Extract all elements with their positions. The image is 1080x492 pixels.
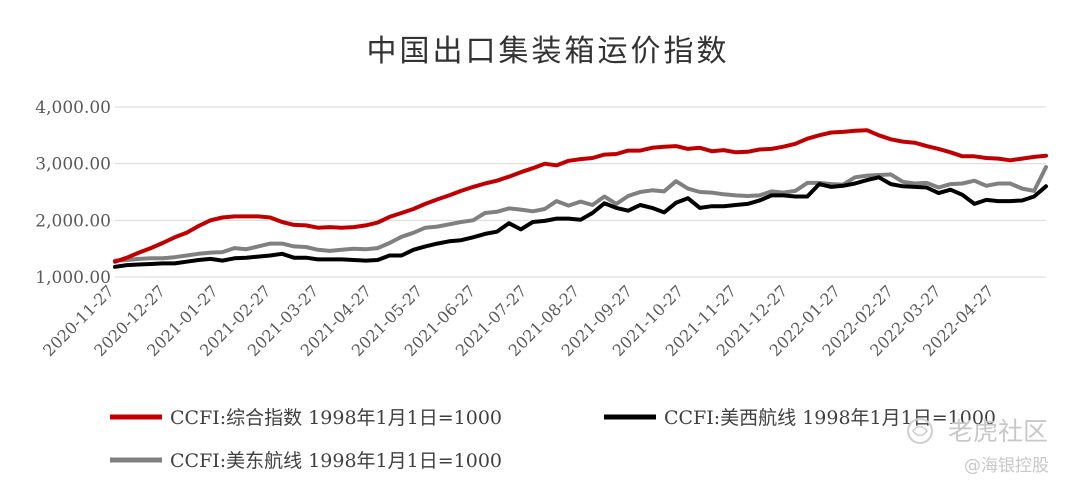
legend-label-0: CCFI:综合指数 1998年1月1日=1000	[170, 407, 502, 429]
watermark: 老虎社区 @海银控股	[907, 417, 1049, 476]
x-axis-tick-labels: 2020-11-272020-12-272021-01-272021-02-27…	[39, 281, 998, 360]
y-tick-label: 2,000.00	[35, 211, 111, 231]
legend-label-2: CCFI:美东航线 1998年1月1日=1000	[170, 450, 502, 472]
tiger-logo-icon	[907, 418, 933, 444]
series-line-1	[113, 175, 1048, 269]
y-tick-label: 3,000.00	[35, 155, 111, 175]
series-line-2	[113, 165, 1048, 263]
chart-title: 中国出口集装箱运价指数	[367, 34, 730, 69]
watermark-bottom-text: @海银控股	[964, 456, 1049, 476]
grid-lines	[115, 106, 1046, 278]
watermark-top-text: 老虎社区	[948, 417, 1048, 446]
legend-label-1: CCFI:美西航线 1998年1月1日=1000	[664, 407, 996, 429]
series-lines	[113, 128, 1048, 269]
y-tick-label: 1,000.00	[35, 268, 111, 288]
legend: CCFI:综合指数 1998年1月1日=1000 CCFI:美西航线 1998年1…	[110, 407, 996, 472]
series-line-0	[113, 128, 1048, 264]
y-tick-label: 4,000.00	[35, 98, 111, 118]
y-axis-tick-labels: 1,000.00 2,000.00 3,000.00 4,000.00	[35, 98, 111, 288]
